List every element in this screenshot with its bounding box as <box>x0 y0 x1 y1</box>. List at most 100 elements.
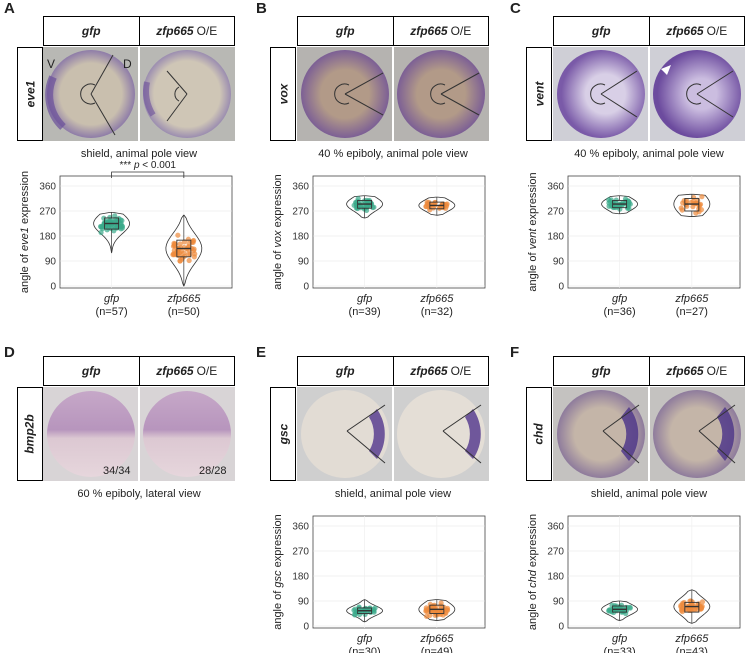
data-point <box>101 220 107 227</box>
data-point <box>354 198 361 204</box>
data-point <box>174 247 181 253</box>
data-point <box>696 209 702 215</box>
condition-gfp: gfp <box>81 24 101 38</box>
violin-zfp665 <box>673 193 711 217</box>
data-point <box>688 598 694 604</box>
data-point <box>181 239 188 245</box>
data-point <box>683 201 689 208</box>
y-tick-label: 360 <box>547 182 564 193</box>
data-point <box>362 200 368 206</box>
data-point <box>697 202 703 208</box>
data-point <box>693 200 700 207</box>
data-point <box>351 607 357 613</box>
data-point <box>367 199 374 206</box>
data-point <box>119 225 125 231</box>
condition-gfp: gfp <box>335 24 355 38</box>
data-point <box>679 207 685 213</box>
data-point <box>190 239 196 245</box>
data-point <box>622 200 628 207</box>
data-point <box>617 605 623 611</box>
data-point <box>98 229 104 236</box>
data-point <box>688 605 694 611</box>
gene-label-box: eve1 <box>17 47 43 141</box>
data-point <box>609 602 615 608</box>
y-tick-label: 90 <box>553 257 565 268</box>
violin-gfp <box>346 599 384 623</box>
data-point <box>113 218 120 224</box>
data-point <box>191 248 197 254</box>
data-point <box>110 220 116 227</box>
data-point <box>695 197 701 203</box>
data-point <box>688 606 694 612</box>
data-point <box>432 612 438 618</box>
x-tick-label: zfp665 <box>166 293 201 305</box>
box-zfp665 <box>429 201 445 210</box>
box-gfp <box>612 199 628 209</box>
data-point <box>688 199 694 206</box>
data-point <box>606 607 612 613</box>
data-point <box>430 607 436 613</box>
data-point <box>366 202 372 208</box>
data-point <box>432 202 438 208</box>
data-point <box>119 223 125 229</box>
data-point <box>442 610 448 616</box>
data-point <box>690 204 696 210</box>
data-point <box>112 216 119 222</box>
data-point <box>353 205 359 211</box>
data-point <box>606 608 612 614</box>
data-point <box>103 222 109 229</box>
condition-header: gfp zfp665 O/E <box>297 356 489 386</box>
data-point <box>699 599 706 605</box>
data-point <box>363 606 369 612</box>
data-point <box>105 219 112 226</box>
y-tick-label: 360 <box>292 182 309 193</box>
y-tick-label: 90 <box>298 257 310 268</box>
data-point <box>354 205 360 211</box>
data-point <box>441 201 447 208</box>
data-point <box>356 605 362 611</box>
y-tick-label: 180 <box>292 232 309 243</box>
embryo-images: V D <box>43 47 235 141</box>
data-point <box>429 607 436 613</box>
data-point <box>176 253 183 259</box>
data-point <box>695 604 701 610</box>
data-point <box>424 608 430 614</box>
data-point <box>113 225 119 231</box>
data-point <box>118 220 124 226</box>
data-point <box>361 205 368 211</box>
data-point <box>423 203 429 210</box>
data-point <box>683 198 690 204</box>
violin-zfp665 <box>418 599 456 621</box>
embryo-photo-pair <box>553 47 745 141</box>
data-point <box>119 217 125 224</box>
data-point <box>432 607 439 614</box>
embryo-images: 34/34 28/28 <box>43 387 235 481</box>
data-point <box>443 610 449 616</box>
box-gfp <box>612 605 628 613</box>
data-point <box>625 205 631 211</box>
box-zfp665 <box>684 198 700 212</box>
data-point <box>364 197 370 203</box>
condition-gfp: gfp <box>591 364 611 378</box>
data-point <box>689 599 695 605</box>
condition-gfp: gfp <box>335 364 355 378</box>
data-point <box>101 215 107 221</box>
data-point <box>430 201 437 207</box>
data-point <box>356 611 363 618</box>
plot-frame <box>567 175 741 289</box>
data-point <box>371 609 377 615</box>
data-point <box>609 202 615 209</box>
data-point <box>691 603 697 610</box>
data-point <box>619 609 625 615</box>
data-point <box>112 213 118 219</box>
data-point <box>687 607 693 613</box>
x-sample-size: (n=36) <box>604 306 636 318</box>
data-point <box>355 609 361 615</box>
data-point <box>426 199 432 205</box>
data-point <box>365 199 371 205</box>
data-point <box>174 248 181 254</box>
data-point <box>438 204 445 210</box>
data-point <box>626 199 632 205</box>
data-point <box>427 604 434 610</box>
y-tick-label: 180 <box>292 572 309 583</box>
